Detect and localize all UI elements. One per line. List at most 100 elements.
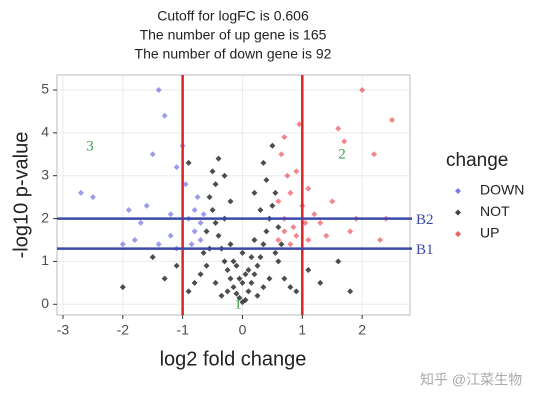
point	[311, 211, 318, 218]
legend-label: NOT	[480, 203, 510, 219]
point	[335, 258, 342, 265]
point	[221, 258, 228, 265]
point	[305, 237, 312, 243]
point	[194, 194, 201, 201]
point	[347, 228, 354, 235]
point	[281, 275, 288, 282]
point	[197, 271, 204, 278]
point	[245, 267, 252, 273]
x-axis-label: log2 fold change	[160, 348, 307, 370]
point	[233, 262, 240, 269]
point	[233, 290, 240, 297]
point	[275, 258, 282, 265]
point	[161, 112, 168, 119]
point	[242, 271, 249, 278]
x-tick-label: 1	[298, 322, 306, 338]
point	[272, 189, 279, 196]
point	[218, 292, 225, 299]
point	[125, 207, 132, 213]
point	[251, 237, 258, 243]
point	[224, 288, 231, 295]
point	[149, 254, 156, 261]
point	[290, 224, 297, 231]
point	[167, 232, 174, 239]
legend-marker	[455, 231, 461, 237]
point	[389, 117, 396, 123]
title-line: The number of up gene is 165	[140, 27, 327, 43]
legend-marker	[455, 188, 461, 194]
point	[236, 275, 243, 282]
point	[239, 279, 246, 286]
point	[236, 294, 243, 301]
y-tick-label: 0	[41, 295, 49, 311]
legend-label: UP	[480, 225, 499, 241]
point	[287, 241, 294, 248]
point	[230, 258, 237, 265]
point	[317, 279, 324, 286]
point	[161, 275, 168, 282]
point	[341, 138, 348, 145]
point	[221, 172, 228, 179]
point	[200, 249, 207, 256]
point	[269, 142, 276, 149]
point	[269, 202, 276, 209]
point	[173, 262, 180, 269]
point	[200, 211, 207, 218]
point	[371, 151, 378, 158]
point	[191, 207, 198, 213]
point	[227, 241, 234, 248]
region-label: 3	[86, 138, 94, 154]
point	[260, 284, 267, 291]
region-label: 2	[338, 146, 346, 162]
point	[263, 228, 270, 235]
point	[266, 275, 273, 282]
point	[242, 297, 249, 303]
point	[215, 155, 222, 162]
point	[335, 125, 342, 132]
point	[89, 194, 96, 201]
threshold-label: B1	[416, 242, 434, 258]
y-axis-label: -log10 p-value	[10, 132, 32, 259]
point	[284, 172, 291, 179]
point	[173, 164, 180, 171]
point	[377, 237, 384, 243]
point	[263, 177, 270, 183]
x-tick-label: -1	[176, 322, 189, 338]
y-tick-label: 4	[41, 124, 49, 140]
point	[293, 168, 300, 175]
point	[209, 168, 216, 175]
y-tick-label: 1	[41, 252, 49, 268]
watermark: 知乎 @江菜生物	[420, 372, 522, 388]
point	[275, 237, 282, 243]
x-tick-label: -2	[117, 322, 130, 338]
point	[149, 151, 156, 158]
point	[239, 249, 246, 256]
point	[185, 288, 192, 295]
point	[185, 159, 192, 166]
point	[77, 189, 84, 196]
title-line: The number of down gene is 92	[135, 46, 332, 62]
point	[323, 232, 330, 239]
point	[248, 254, 255, 261]
point	[296, 121, 303, 128]
point	[212, 181, 219, 188]
point	[227, 198, 234, 205]
point	[278, 151, 285, 158]
point	[215, 232, 222, 239]
legend-marker	[455, 209, 461, 216]
point	[257, 207, 264, 213]
point	[212, 219, 219, 226]
point	[119, 284, 126, 291]
region-label: 1	[234, 296, 242, 312]
y-tick-label: 2	[41, 209, 49, 225]
point	[209, 207, 216, 213]
point	[254, 262, 261, 269]
point	[293, 232, 300, 239]
point	[197, 237, 204, 243]
x-tick-label: -3	[57, 322, 70, 338]
point	[248, 279, 255, 286]
threshold-label: B2	[416, 212, 434, 228]
point	[167, 211, 174, 218]
point	[254, 292, 261, 299]
point	[281, 228, 288, 235]
